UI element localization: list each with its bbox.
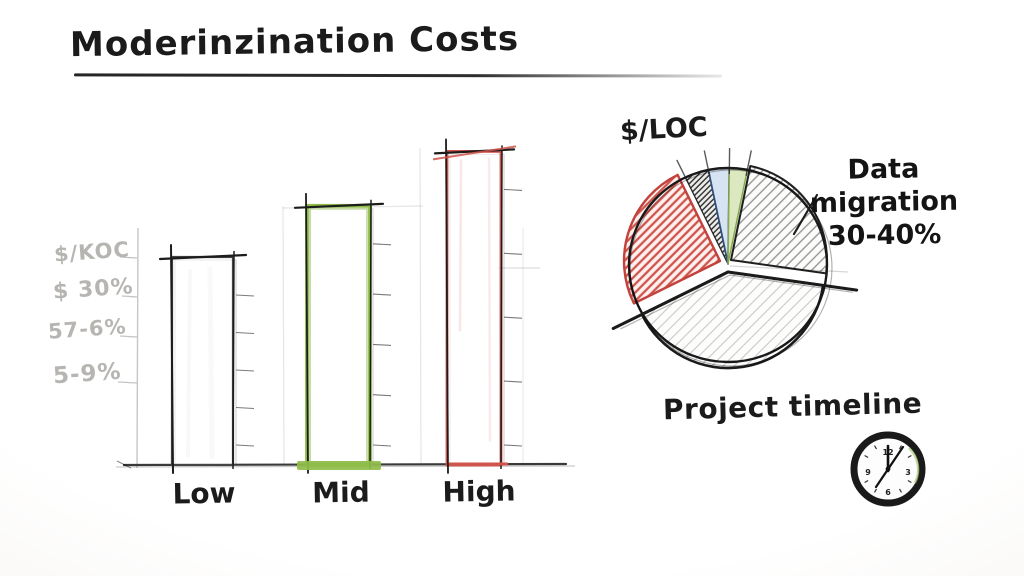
page-title: Moderinzination Costs (69, 18, 520, 66)
svg-text:3: 3 (905, 468, 911, 477)
callout-leader-line (792, 193, 819, 236)
bar-chart-sketch (158, 138, 523, 474)
pie-callout-line1: Data migration (809, 153, 959, 220)
pie-callout: Data migration 30-40% (777, 152, 991, 254)
bar-label-low: Low (172, 476, 236, 511)
svg-text:9: 9 (865, 468, 871, 477)
svg-text:6: 6 (885, 488, 891, 497)
pie-caption: Project timeline (662, 386, 923, 427)
y-axis-tick-label: 5-9% (52, 358, 123, 390)
pie-unit-label: $/LOC (619, 111, 709, 148)
pie-chart-sketch (611, 147, 859, 370)
clock-icon: 12 3 6 9 (850, 431, 926, 507)
bar-label-high: High (442, 474, 516, 509)
bar-label-mid: Mid (311, 475, 371, 510)
pie-callout-line2: 30-40% (827, 218, 942, 252)
